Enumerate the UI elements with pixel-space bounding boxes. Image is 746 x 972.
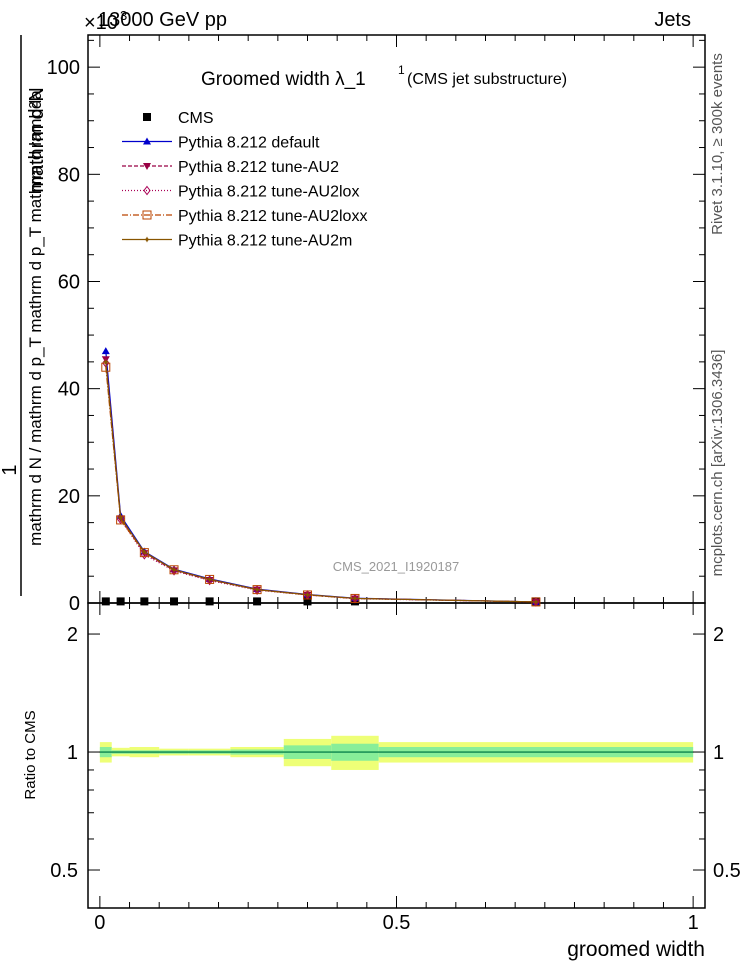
- rivet-version-label: Rivet 3.1.10, ≥ 300k events: [709, 53, 726, 235]
- legend-label: Pythia 8.212 tune-AU2loxx: [178, 208, 367, 225]
- legend-label: Pythia 8.212 tune-AU2m: [178, 233, 352, 250]
- ratio-y-label: Ratio to CMS: [22, 710, 39, 799]
- ratio-y-axis: 0.5 0.5 1 1 2 2: [50, 624, 741, 909]
- ratio-y-tick-label-right: 2: [713, 624, 724, 646]
- data-point: [101, 597, 110, 606]
- legend-marker: [143, 185, 151, 196]
- series-line: [105, 351, 536, 603]
- legend-marker: [144, 236, 150, 243]
- legend-entry: Pythia 8.212 tune-AU2: [122, 159, 339, 176]
- data-point: [139, 548, 149, 558]
- main-y-axis: 0 20 40 60 80 100: [47, 39, 705, 615]
- ylabel-numerator-left: 1: [0, 464, 21, 475]
- data-point: [117, 514, 124, 521]
- ratio-y-tick-label-right: 1: [713, 742, 724, 764]
- x-tick-label: 0: [94, 912, 105, 934]
- legend-label: Pythia 8.212 tune-AU2: [178, 159, 339, 176]
- legend-entry: CMS: [143, 110, 214, 127]
- y-tick-label: 100: [47, 57, 80, 79]
- data-point: [101, 347, 110, 355]
- series-3: [102, 358, 540, 607]
- legend-marker: [143, 137, 151, 145]
- y-multiplier: ×10: [84, 12, 118, 34]
- main-y-label: 1 mathrm d²N mathrm d N / mathrm d p_T m…: [0, 35, 48, 596]
- legend-marker: [143, 163, 151, 170]
- data-point: [116, 597, 125, 606]
- series-2: [101, 356, 540, 606]
- ratio-y-tick-label-right: 0.5: [713, 860, 741, 882]
- y-tick-label: 0: [69, 593, 80, 615]
- y-tick-label: 60: [58, 271, 80, 293]
- title-note: (CMS jet substructure): [407, 71, 567, 88]
- x-tick-label: 1: [688, 912, 699, 934]
- data-point: [205, 574, 215, 584]
- ratio-x-axis: 0 0.5 1: [94, 603, 699, 934]
- data-point: [141, 549, 148, 556]
- x-axis-label: groomed width: [567, 938, 705, 961]
- y-tick-label: 20: [58, 486, 80, 508]
- legend: CMS Pythia 8.212 default Pythia 8.212 tune…: [122, 110, 367, 250]
- legend-label: Pythia 8.212 tune-AU2lox: [178, 184, 359, 201]
- data-point: [140, 597, 149, 606]
- y-tick-label: 80: [58, 164, 80, 186]
- ylabel-denominator: mathrm d N / mathrm d p_T mathrm d p_T m…: [26, 90, 45, 546]
- data-point: [532, 598, 539, 605]
- data-point: [303, 597, 312, 606]
- ratio-y-tick-label: 1: [67, 742, 78, 764]
- legend-marker: [143, 113, 151, 121]
- ratio-y-tick-label: 0.5: [50, 860, 78, 882]
- data-point: [205, 597, 214, 606]
- legend-entry: Pythia 8.212 tune-AU2lox: [122, 184, 359, 201]
- legend-entry: Pythia 8.212 default: [122, 135, 320, 152]
- x-tick-label: 0.5: [383, 912, 411, 934]
- data-point: [102, 358, 109, 365]
- data-point: [254, 586, 261, 593]
- data-point: [171, 566, 178, 573]
- legend-label: Pythia 8.212 default: [178, 135, 320, 152]
- data-point: [169, 565, 179, 575]
- process-label: Jets: [654, 9, 691, 31]
- ratio-uncertainty-bands: [99, 735, 694, 770]
- plot-title: Groomed width λ_1 1 (CMS jet substructur…: [201, 63, 567, 90]
- ratio-y-tick-label: 2: [67, 624, 78, 646]
- y-tick-label: 40: [58, 379, 80, 401]
- ylabel-numerator-right: mathrm d²N: [26, 87, 48, 193]
- title-superscript: 1: [398, 63, 405, 77]
- y-multiplier-exponent: 3: [120, 8, 127, 23]
- data-point: [351, 595, 358, 602]
- legend-entry: Pythia 8.212 tune-AU2m: [122, 233, 352, 250]
- legend-marker: [142, 210, 152, 220]
- main-plot-data: [101, 347, 541, 607]
- series-0: [101, 597, 540, 606]
- mcplots-label: mcplots.cern.ch [arXiv:1306.3436]: [709, 350, 726, 577]
- analysis-tag: CMS_2021_I1920187: [333, 559, 460, 574]
- series-4: [101, 362, 541, 607]
- energy-label: 13000 GeV pp: [98, 9, 227, 31]
- data-point: [170, 597, 179, 606]
- legend-entry: Pythia 8.212 tune-AU2loxx: [122, 208, 367, 225]
- data-point: [253, 597, 262, 606]
- data-point: [206, 576, 213, 583]
- series-5: [102, 358, 539, 605]
- legend-label: CMS: [178, 110, 214, 127]
- title-text: Groomed width λ_1: [201, 69, 366, 90]
- data-point: [304, 591, 311, 598]
